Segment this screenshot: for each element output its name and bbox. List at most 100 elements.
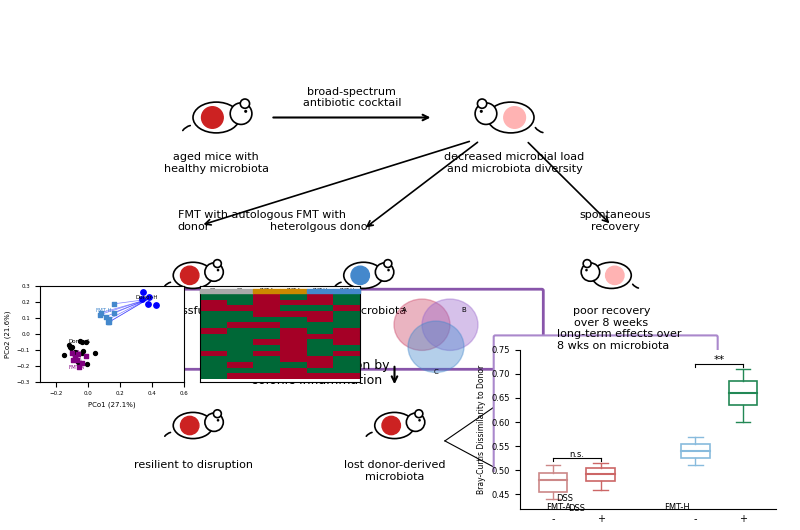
Point	[99, 313, 112, 321]
Text: resilient to disruption: resilient to disruption	[134, 460, 253, 470]
Point	[102, 318, 115, 326]
Circle shape	[351, 266, 370, 285]
X-axis label: PCo1 (27.1%): PCo1 (27.1%)	[88, 402, 136, 409]
Ellipse shape	[174, 262, 213, 288]
Circle shape	[244, 110, 247, 113]
Ellipse shape	[592, 262, 631, 288]
Text: n.s.: n.s.	[570, 450, 584, 460]
Point	[137, 288, 150, 296]
Text: spontaneous
recovery: spontaneous recovery	[580, 210, 651, 232]
Point	[136, 294, 149, 303]
Text: FMT-A: FMT-A	[259, 288, 274, 293]
Circle shape	[504, 107, 526, 128]
Text: poor recovery
over 8 weeks: poor recovery over 8 weeks	[573, 306, 650, 328]
Point	[66, 349, 78, 357]
Point	[75, 338, 88, 346]
Point	[94, 311, 106, 319]
Bar	[280, 289, 306, 294]
Circle shape	[394, 299, 450, 350]
Text: lost donor-derived
microbiota: lost donor-derived microbiota	[344, 460, 446, 482]
Ellipse shape	[374, 412, 414, 439]
Y-axis label: Bray-Curtis Dissimilarity to Donor: Bray-Curtis Dissimilarity to Donor	[478, 365, 486, 494]
Point	[79, 338, 92, 347]
Text: A: A	[402, 307, 406, 313]
Point	[69, 348, 82, 357]
Point	[89, 349, 102, 358]
Ellipse shape	[487, 102, 534, 133]
Point	[74, 337, 86, 346]
Point	[80, 359, 93, 368]
Circle shape	[205, 413, 223, 431]
Circle shape	[202, 107, 223, 128]
Text: FMT-H: FMT-H	[96, 307, 113, 313]
Point	[73, 363, 86, 371]
Circle shape	[217, 419, 219, 421]
Point	[108, 308, 121, 317]
Circle shape	[418, 419, 421, 421]
Circle shape	[181, 417, 199, 435]
Circle shape	[382, 417, 401, 435]
Text: successfully established donor-like microbiota: successfully established donor-like micr…	[150, 306, 406, 316]
Text: Donor-A: Donor-A	[69, 339, 91, 344]
Text: FMT-H: FMT-H	[313, 288, 327, 293]
Text: FMT-H: FMT-H	[664, 503, 690, 512]
Text: further perturbation by
colonic inflammation: further perturbation by colonic inflamma…	[245, 358, 390, 386]
Text: FMT-A: FMT-A	[286, 288, 301, 293]
Ellipse shape	[344, 262, 383, 288]
Circle shape	[606, 266, 624, 285]
Circle shape	[415, 410, 423, 418]
Point	[69, 351, 82, 360]
Point	[71, 357, 84, 366]
Text: **: **	[714, 355, 725, 365]
Point	[142, 293, 155, 302]
Point	[77, 347, 90, 355]
Point	[102, 318, 115, 326]
Circle shape	[387, 269, 390, 271]
Text: FMT with autologous
donor: FMT with autologous donor	[178, 210, 293, 232]
Point	[72, 350, 85, 358]
Ellipse shape	[193, 102, 239, 133]
Point	[64, 343, 77, 351]
Bar	[729, 381, 757, 405]
Y-axis label: PCo2 (21.6%): PCo2 (21.6%)	[5, 310, 11, 358]
Point	[58, 351, 70, 359]
Circle shape	[480, 110, 483, 113]
Point	[102, 315, 115, 323]
Point	[63, 341, 76, 349]
Point	[94, 308, 107, 317]
Circle shape	[214, 410, 222, 418]
Bar	[306, 289, 334, 294]
Circle shape	[230, 103, 252, 125]
Bar	[586, 468, 615, 481]
Text: broad-spectrum
antibiotic cocktail: broad-spectrum antibiotic cocktail	[302, 87, 401, 108]
Text: Donor-H: Donor-H	[136, 295, 158, 300]
Point	[75, 349, 88, 357]
Bar	[200, 289, 226, 294]
Bar	[334, 289, 360, 294]
Point	[76, 359, 89, 367]
Bar	[226, 289, 254, 294]
Text: decreased microbial load
and microbiota diversity: decreased microbial load and microbiota …	[445, 152, 585, 174]
Bar	[539, 473, 567, 492]
Point	[107, 299, 120, 308]
Text: SR: SR	[237, 288, 243, 293]
Circle shape	[585, 269, 588, 271]
Point	[68, 353, 81, 361]
Text: B: B	[462, 307, 466, 313]
Point	[70, 356, 83, 365]
Text: FMT-A: FMT-A	[546, 503, 571, 512]
Circle shape	[406, 413, 425, 431]
Point	[66, 356, 79, 365]
Circle shape	[422, 299, 478, 350]
Circle shape	[408, 321, 464, 373]
Circle shape	[478, 99, 486, 108]
Text: DSS: DSS	[568, 504, 586, 513]
FancyBboxPatch shape	[122, 289, 543, 369]
Ellipse shape	[174, 412, 213, 439]
Point	[150, 301, 162, 310]
Text: C: C	[434, 369, 438, 375]
Text: FMT-A: FMT-A	[69, 365, 85, 370]
Point	[142, 299, 154, 308]
Circle shape	[240, 99, 250, 108]
Circle shape	[384, 260, 392, 268]
